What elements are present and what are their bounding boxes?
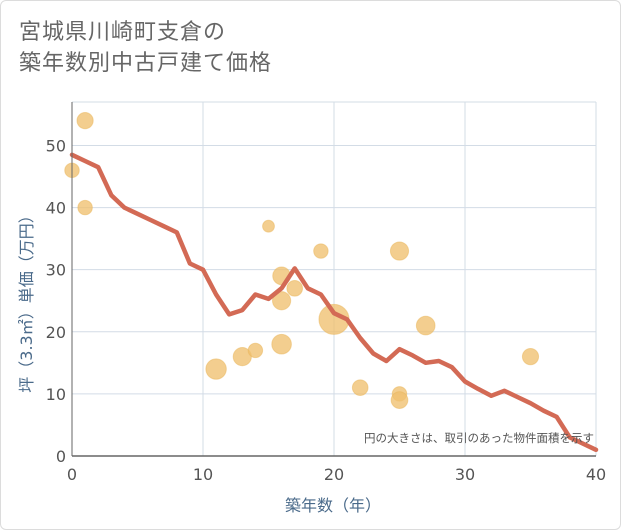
data-bubble	[247, 342, 264, 359]
data-bubble	[390, 391, 409, 409]
data-bubble	[521, 348, 540, 366]
x-axis-label: 築年数（年）	[285, 496, 381, 515]
data-bubble	[205, 358, 227, 380]
grid-lines	[71, 101, 597, 456]
data-bubble	[77, 199, 93, 216]
data-bubble	[351, 379, 369, 396]
y-tick-label: 40	[46, 199, 66, 218]
data-bubble	[271, 333, 292, 355]
data-bubble	[313, 243, 329, 259]
chart-title-line-2: 築年数別中古戸建て価格	[19, 51, 273, 76]
data-bubble	[286, 280, 304, 297]
bubble-layer	[64, 112, 540, 409]
y-axis-label: 坪（3.3㎡）単価（万円）	[17, 207, 36, 392]
axes: 0 10 20 30 40 0 10 20 30 40 50	[46, 102, 606, 484]
y-tick-label: 20	[46, 323, 66, 342]
x-tick-label: 0	[67, 465, 77, 484]
y-tick-label: 10	[46, 385, 66, 404]
data-bubble	[262, 219, 275, 233]
x-tick-label: 40	[586, 465, 606, 484]
y-tick-label: 50	[46, 136, 66, 155]
x-tick-label: 10	[193, 465, 213, 484]
x-tick-label: 30	[455, 465, 475, 484]
data-bubble	[389, 241, 410, 261]
data-bubble	[415, 315, 436, 336]
size-annotation: 円の大きさは、取引のあった物件面積を示す	[364, 431, 594, 445]
chart-title-line-1: 宮城県川崎町支倉の	[19, 20, 227, 45]
trend-line	[69, 152, 599, 453]
data-bubble	[76, 112, 94, 130]
data-bubble	[272, 291, 292, 311]
x-tick-label: 20	[324, 465, 344, 484]
chart-title: 宮城県川崎町支倉の 築年数別中古戸建て価格	[19, 17, 272, 79]
y-tick-label: 0	[56, 447, 66, 466]
y-tick-label: 30	[46, 261, 66, 280]
